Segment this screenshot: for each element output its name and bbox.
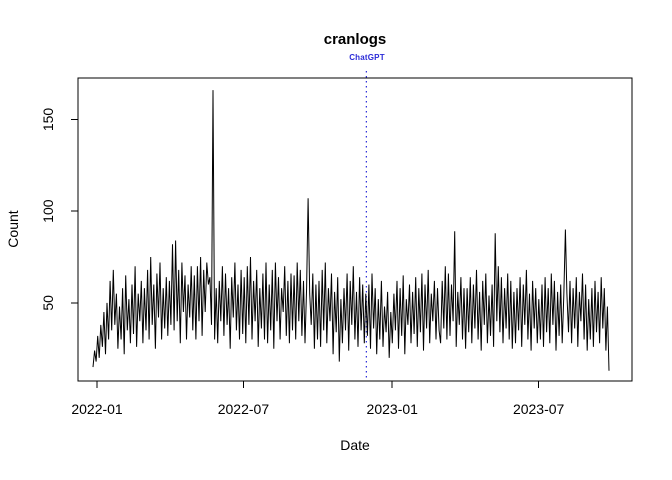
x-tick-label: 2023-07 xyxy=(513,401,565,417)
y-tick-label: 150 xyxy=(40,108,56,132)
y-axis-title: Count xyxy=(5,210,21,248)
y-tick-label: 100 xyxy=(40,199,56,223)
chart-title: cranlogs xyxy=(323,31,387,48)
downloads-series-line xyxy=(92,90,610,371)
x-axis-title: Date xyxy=(340,437,370,453)
x-tick-label: 2023-01 xyxy=(367,401,419,417)
vline-annotation-label: ChatGPT xyxy=(349,53,385,62)
y-tick-label: 50 xyxy=(40,295,56,311)
x-tick-label: 2022-01 xyxy=(71,401,123,417)
x-tick-label: 2022-07 xyxy=(218,401,270,417)
plot-box xyxy=(77,77,633,382)
